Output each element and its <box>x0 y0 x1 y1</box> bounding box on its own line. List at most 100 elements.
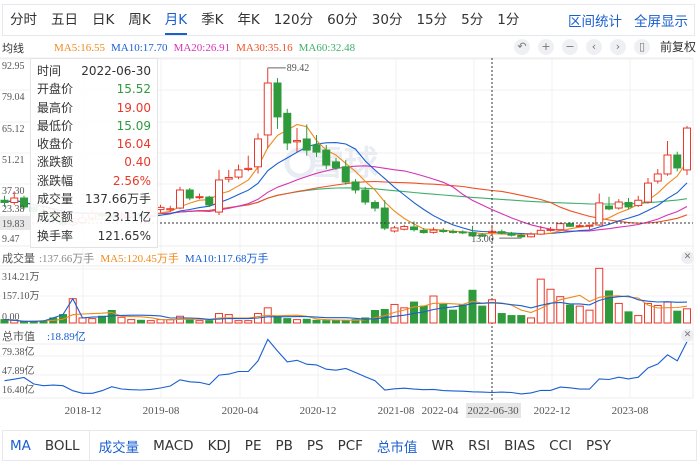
undo-icon[interactable]: ↶ <box>513 38 530 55</box>
tooltip-value: 2.56% <box>112 173 151 188</box>
x-axis-label: 2020-04 <box>222 405 259 417</box>
volume-bar <box>302 318 311 324</box>
volume-bar <box>137 319 145 324</box>
candle <box>322 144 331 170</box>
period-tab[interactable]: 5分 <box>461 12 484 28</box>
x-axis-label: 2022-12 <box>534 405 571 417</box>
candle <box>673 151 682 172</box>
candle-body <box>224 177 233 180</box>
candle <box>556 222 565 231</box>
volume-bar <box>653 304 662 324</box>
volume-bar <box>507 315 516 324</box>
indicator-tab[interactable]: PS <box>306 437 324 454</box>
indicator-tab[interactable]: MACD <box>153 437 194 454</box>
candle-body <box>517 234 526 238</box>
candle <box>497 229 506 235</box>
candle-body <box>400 226 409 230</box>
candle <box>614 199 623 210</box>
period-tab[interactable]: 60分 <box>327 12 358 28</box>
ma-label: 均线 <box>2 42 24 55</box>
tooltip-label: 时间 <box>37 64 62 78</box>
candle-body <box>653 173 662 182</box>
tooltip-row: 成交额 23.11亿 <box>37 208 151 226</box>
indicator-tab[interactable]: PSY <box>586 437 611 454</box>
zoom-out-icon[interactable]: − <box>561 38 578 55</box>
fullscreen-link[interactable]: 全屏显示 <box>634 14 688 30</box>
candle <box>351 179 360 194</box>
candle <box>390 225 399 233</box>
candle <box>439 228 448 233</box>
close-volume-panel-icon[interactable]: ✕ <box>681 251 694 264</box>
x-axis-label: 2022-04 <box>422 405 459 417</box>
tooltip-label: 最高价 <box>37 100 74 115</box>
indicator-tab[interactable]: BIAS <box>504 437 536 454</box>
candle-body <box>185 189 194 199</box>
volume-bar <box>614 302 623 324</box>
volume-bar <box>244 320 253 324</box>
candle <box>536 225 545 235</box>
tooltip-row: 换手率 121.65% <box>37 227 151 245</box>
indicator-tab[interactable]: BOLL <box>44 437 80 454</box>
chevron-left-icon[interactable]: ‹ <box>585 38 602 55</box>
period-tab[interactable]: 五日 <box>51 12 78 28</box>
zoom-in-icon[interactable]: + <box>537 38 554 55</box>
period-tab[interactable]: 15分 <box>416 12 448 28</box>
volume-bar <box>127 319 136 324</box>
indicator-tab[interactable]: KDJ <box>207 437 231 454</box>
candle-body <box>439 230 448 233</box>
volume-bar <box>283 318 292 324</box>
indicator-tab[interactable]: PCF <box>337 437 363 454</box>
candle <box>683 126 691 176</box>
indicator-tab[interactable]: CCI <box>549 437 573 454</box>
period-tab[interactable]: 分时 <box>10 12 37 28</box>
candle-body <box>546 228 555 231</box>
volume-ma5-line <box>4 294 688 322</box>
x-axis-label: 2020-12 <box>300 405 337 417</box>
range-stats-link[interactable]: 区间统计 <box>568 14 622 30</box>
indicator-tab[interactable]: 成交量 <box>98 439 140 456</box>
candle <box>254 133 262 174</box>
period-tab[interactable]: 月K <box>158 5 194 35</box>
volume-bar <box>536 278 545 324</box>
indicator-tab[interactable]: RSI <box>468 437 491 454</box>
volume-bar <box>605 290 613 324</box>
chevron-right-icon[interactable]: › <box>609 38 626 55</box>
candle <box>517 234 526 239</box>
close-market-cap-panel-icon[interactable]: ✕ <box>681 329 694 342</box>
period-tab[interactable]: 周K <box>128 12 151 28</box>
candle-body <box>312 144 321 153</box>
tooltip-value: 121.65% <box>97 228 151 243</box>
indicator-tab[interactable]: 总市值 <box>376 439 418 456</box>
candle-body <box>497 231 506 234</box>
tooltip-value: 19.00 <box>116 100 151 115</box>
candle <box>176 186 184 210</box>
candle-body <box>478 234 487 237</box>
low-price-label: 13.00 <box>471 234 494 245</box>
indicator-tab[interactable]: PE <box>244 437 262 454</box>
volume-bar <box>527 317 535 324</box>
candle-body <box>644 182 652 203</box>
indicator-tab[interactable]: WR <box>431 437 455 454</box>
tooltip-value: 23.11亿 <box>104 210 151 225</box>
candle-style-icon[interactable]: ▯ <box>633 38 650 55</box>
kline-chart[interactable]: 雪球89.4213.0092.9579.0465.1251.2137.3023.… <box>0 0 700 430</box>
candle-body <box>527 233 535 238</box>
volume-bar <box>634 315 643 324</box>
period-tab[interactable]: 1分 <box>497 12 520 28</box>
tooltip-label: 开盘价 <box>37 82 74 97</box>
indicator-tab[interactable]: MA <box>10 437 31 454</box>
candle <box>595 193 604 226</box>
market-cap-title: 总市值 <box>2 330 35 343</box>
period-tab[interactable]: 30分 <box>371 12 403 28</box>
period-tab[interactable]: 日K <box>92 12 115 28</box>
candle <box>458 230 467 235</box>
candle <box>302 124 311 156</box>
price-adjust-dropdown[interactable]: 前复权 <box>659 40 696 54</box>
ma-legend: 均线 MA5:16.55 MA10:17.70 MA20:26.91 MA30:35.… <box>2 40 562 56</box>
candle <box>332 157 340 170</box>
period-tab[interactable]: 季K <box>201 12 224 28</box>
candle <box>507 231 516 237</box>
period-tab[interactable]: 120分 <box>273 12 314 28</box>
period-tab[interactable]: 年K <box>237 12 260 28</box>
indicator-tab[interactable]: PB <box>275 437 293 454</box>
